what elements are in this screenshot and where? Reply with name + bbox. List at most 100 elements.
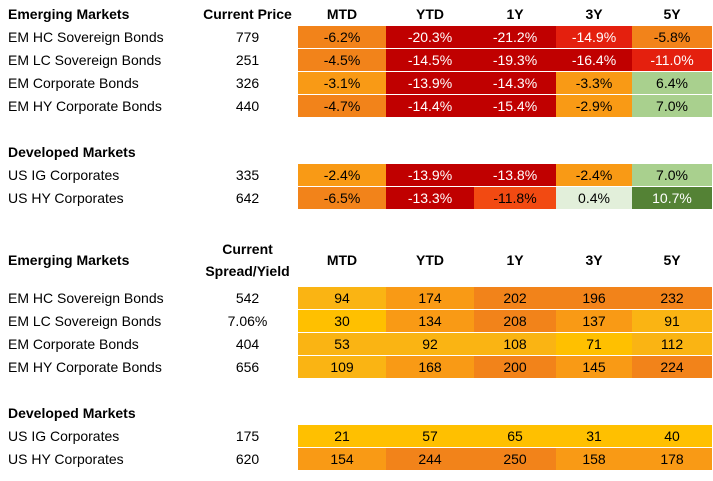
spread-table-em-cell-ytd: 168 <box>386 356 474 379</box>
price-table-em-cell-ytd: -13.9% <box>386 72 474 95</box>
spread-table-dm-row: US HY Corporates 620 154 244 250 158 178 <box>0 448 713 471</box>
price-table-em-row-price: 326 <box>235 75 260 91</box>
price-table-em-row: EM HC Sovereign Bonds 779 -6.2% -20.3% -21.2… <box>0 26 713 49</box>
price-table-dm-cell-5y: 7.0% <box>632 164 712 187</box>
price-table-em-cell-5y: 7.0% <box>632 95 712 118</box>
price-table-em-row-name: EM Corporate Bonds <box>8 75 139 91</box>
spread-table-em-row-name: EM HY Corporate Bonds <box>8 359 162 375</box>
spread-table-em-cell-5y: 232 <box>632 287 712 310</box>
spread-table-em-cell-ytd: 134 <box>386 310 474 333</box>
price-table-dm-row-price: 642 <box>235 190 260 206</box>
spread-table-em-row-name: EM Corporate Bonds <box>8 336 139 352</box>
spread-table-em-cell-5y: 91 <box>632 310 712 333</box>
spread-table-em-row-spread: 7.06% <box>227 313 268 329</box>
spread-header-ytd: YTD <box>416 252 444 268</box>
spread-header-line1: Current <box>222 241 273 257</box>
spread-table-dm-row-name: US HY Corporates <box>8 451 124 467</box>
spread-table-em-cell-mtd: 30 <box>298 310 386 333</box>
spread-table-em-cell-3y: 145 <box>556 356 632 379</box>
price-header-1y: 1Y <box>506 6 524 22</box>
price-table-em-cell-1y: -19.3% <box>474 49 556 72</box>
price-table-em-cell-5y: -5.8% <box>632 26 712 49</box>
spread-table-dm-cell-1y: 250 <box>474 448 556 471</box>
price-header-3y: 3Y <box>585 6 603 22</box>
spread-table-em-row-name: EM LC Sovereign Bonds <box>8 313 162 329</box>
price-table-em-cell-5y: -11.0% <box>632 49 712 72</box>
price-table-em-cell-ytd: -20.3% <box>386 26 474 49</box>
price-table-em-row-name: EM HY Corporate Bonds <box>8 98 162 114</box>
price-table-dm-cell-3y: 0.4% <box>556 187 632 210</box>
price-table-dm-row-name: US HY Corporates <box>8 190 124 206</box>
spread-table-em-cell-ytd: 174 <box>386 287 474 310</box>
price-table-em-cell-mtd: -4.5% <box>298 49 386 72</box>
spread-table-em-cell-1y: 202 <box>474 287 556 310</box>
spread-table-dm-cell-mtd: 154 <box>298 448 386 471</box>
price-table-em-row-price: 440 <box>235 98 260 114</box>
price-table-em-cell-mtd: -4.7% <box>298 95 386 118</box>
price-header-ytd: YTD <box>416 6 444 22</box>
spread-table-em-cell-3y: 71 <box>556 333 632 356</box>
spread-header-mtd: MTD <box>326 252 358 268</box>
price-header-mtd: MTD <box>326 6 358 22</box>
spread-table-em-row-spread: 656 <box>235 359 260 375</box>
spread-header-3y: 3Y <box>585 252 603 268</box>
spread-table-em-row: EM LC Sovereign Bonds 7.06% 30 134 208 137 91 <box>0 310 713 333</box>
price-table-em-cell-ytd: -14.4% <box>386 95 474 118</box>
price-table-em-cell-1y: -14.3% <box>474 72 556 95</box>
price-table-em-cell-3y: -14.9% <box>556 26 632 49</box>
spread-header-5y: 5Y <box>663 252 681 268</box>
spread-table-em-cell-1y: 108 <box>474 333 556 356</box>
spread-table-em-row: EM HC Sovereign Bonds 542 94 174 202 196 232 <box>0 287 713 310</box>
price-table-em-row: EM HY Corporate Bonds 440 -4.7% -14.4% -15.4… <box>0 95 713 118</box>
price-table-em-cell-3y: -3.3% <box>556 72 632 95</box>
price-table-dm-title: Developed Markets <box>8 144 136 160</box>
price-table-em-cell-5y: 6.4% <box>632 72 712 95</box>
price-table-em-row-price: 251 <box>235 52 260 68</box>
price-table-dm-cell-3y: -2.4% <box>556 164 632 187</box>
price-table-em-cell-mtd: -3.1% <box>298 72 386 95</box>
price-table-dm-row-price: 335 <box>235 167 260 183</box>
price-table-em-cell-1y: -21.2% <box>474 26 556 49</box>
spread-table-dm-row-spread: 175 <box>235 428 260 444</box>
spread-table-em-title: Emerging Markets <box>8 252 130 268</box>
price-table-dm-cell-ytd: -13.3% <box>386 187 474 210</box>
price-table-em-row: EM LC Sovereign Bonds 251 -4.5% -14.5% -19.3… <box>0 49 713 72</box>
spread-table-em-cell-5y: 112 <box>632 333 712 356</box>
price-table-em-title: Emerging Markets <box>8 6 130 22</box>
spread-table-em-row: EM HY Corporate Bonds 656 109 168 200 145 224 <box>0 356 713 379</box>
price-table-dm-cell-1y: -11.8% <box>474 187 556 210</box>
price-table-dm-cell-5y: 10.7% <box>632 187 712 210</box>
spread-table-em-row-spread: 542 <box>235 290 260 306</box>
spread-table-dm-cell-3y: 158 <box>556 448 632 471</box>
spread-table-em-cell-3y: 196 <box>556 287 632 310</box>
price-table-em-cell-3y: -16.4% <box>556 49 632 72</box>
spread-table-em-row: EM Corporate Bonds 404 53 92 108 71 112 <box>0 333 713 356</box>
spread-table-em-cell-1y: 200 <box>474 356 556 379</box>
price-header: Current Price <box>203 6 292 22</box>
spread-table-dm-cell-ytd: 244 <box>386 448 474 471</box>
spread-table-dm-row-name: US IG Corporates <box>8 428 120 444</box>
price-table-em-row-name: EM LC Sovereign Bonds <box>8 52 162 68</box>
price-table-em-row-name: EM HC Sovereign Bonds <box>8 29 164 45</box>
price-table-em-cell-3y: -2.9% <box>556 95 632 118</box>
spread-table-dm-cell-5y: 40 <box>632 425 712 448</box>
spread-table-dm-row-spread: 620 <box>235 451 260 467</box>
price-table-dm-cell-mtd: -2.4% <box>298 164 386 187</box>
spread-table-em-cell-mtd: 53 <box>298 333 386 356</box>
price-table-em-cell-mtd: -6.2% <box>298 26 386 49</box>
price-table-em-row: EM Corporate Bonds 326 -3.1% -13.9% -14.3% -3… <box>0 72 713 95</box>
spread-table-dm-title: Developed Markets <box>8 405 136 421</box>
spread-table-em-row-name: EM HC Sovereign Bonds <box>8 290 164 306</box>
price-table-dm-cell-1y: -13.8% <box>474 164 556 187</box>
price-table-dm-row: US HY Corporates 642 -6.5% -13.3% -11.8% 0.4%… <box>0 187 713 210</box>
spread-table-dm-row: US IG Corporates 175 21 57 65 31 40 <box>0 425 713 448</box>
spread-table-em-cell-mtd: 94 <box>298 287 386 310</box>
spread-table-em-cell-1y: 208 <box>474 310 556 333</box>
price-header-5y: 5Y <box>663 6 681 22</box>
spread-header-line2: Spread/Yield <box>205 263 290 279</box>
price-table-dm-row-name: US IG Corporates <box>8 167 120 183</box>
price-table-em-cell-1y: -15.4% <box>474 95 556 118</box>
spread-table-em-cell-3y: 137 <box>556 310 632 333</box>
price-table-dm-cell-mtd: -6.5% <box>298 187 386 210</box>
price-table-em-row-price: 779 <box>235 29 260 45</box>
